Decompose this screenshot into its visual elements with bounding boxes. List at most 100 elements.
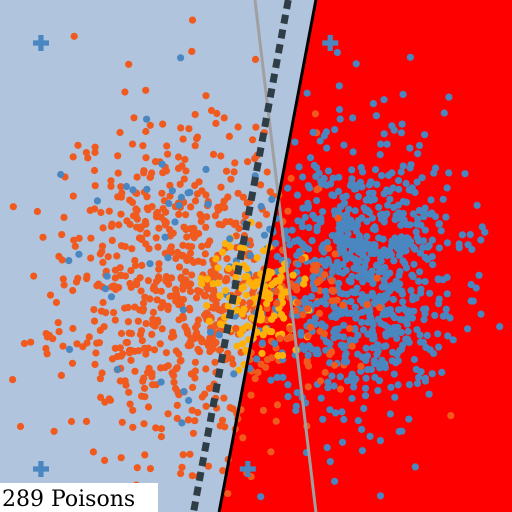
data-point-class_a <box>60 281 68 289</box>
data-point-class_a <box>140 344 149 352</box>
data-point-class_a <box>217 183 225 191</box>
data-point-class_b <box>348 175 356 183</box>
data-point-class_a <box>186 450 194 458</box>
data-point-class_b <box>406 144 414 152</box>
data-point-class_a <box>155 260 163 268</box>
data-point-class_b <box>328 268 336 276</box>
data-point-class_b <box>370 241 378 249</box>
data-point-class_b <box>375 377 384 385</box>
data-point-class_b <box>461 170 469 178</box>
data-point-class_b <box>313 227 321 235</box>
data-point-class_a <box>155 224 163 232</box>
data-point-class_b <box>337 202 345 211</box>
data-point-class_a <box>136 274 144 282</box>
data-point-poison <box>270 312 278 320</box>
data-point-class_a <box>49 335 57 343</box>
data-point-class_a <box>179 451 187 459</box>
data-point-class_b <box>358 318 366 326</box>
data-point-poison <box>239 325 247 333</box>
data-point-class_b <box>344 309 352 317</box>
data-point-class_a <box>91 182 99 190</box>
data-point-class_b <box>352 60 360 68</box>
data-point-class_a <box>179 282 187 290</box>
data-point-class_b <box>103 272 111 280</box>
data-point-class_a <box>161 363 169 372</box>
data-point-class_a <box>143 193 151 201</box>
data-point-class_a <box>158 189 166 197</box>
data-point-class_b <box>398 427 406 435</box>
data-point-class_a <box>220 197 228 205</box>
data-point-class_b <box>336 115 344 123</box>
data-point-class_a <box>198 242 206 250</box>
data-point-class_a <box>141 393 149 401</box>
data-point-class_b <box>359 251 367 259</box>
data-point-class_b <box>370 195 378 203</box>
data-point-class_b <box>390 203 398 212</box>
data-point-class_b <box>317 394 325 402</box>
data-point-class_a <box>212 119 220 127</box>
data-point-poison <box>239 340 247 348</box>
data-point-class_b <box>368 214 376 222</box>
data-point-poison <box>203 275 211 283</box>
data-point-class_a <box>189 429 197 437</box>
data-point-class_b <box>372 112 380 120</box>
data-point-class_a <box>69 324 77 333</box>
data-point-class_a <box>123 217 131 225</box>
data-point-class_b <box>364 366 372 374</box>
data-point-class_a <box>188 16 197 24</box>
data-point-class_a <box>75 234 83 242</box>
data-point-class_a <box>234 189 242 197</box>
data-point-class_b <box>350 289 358 297</box>
data-point-poison <box>278 266 286 274</box>
data-point-class_a <box>145 245 153 253</box>
data-point-class_a <box>204 241 212 249</box>
data-point-class_a <box>232 219 240 227</box>
data-point-class_a <box>133 206 141 214</box>
data-point-class_a <box>201 250 209 258</box>
data-point-class_a <box>276 335 284 343</box>
data-point-class_b <box>477 236 485 244</box>
data-point-class_b <box>318 320 326 328</box>
data-point-poison <box>277 273 285 281</box>
data-point-class_b <box>65 257 73 265</box>
data-point-class_a <box>232 324 240 332</box>
data-point-class_a <box>138 261 146 269</box>
data-point-poison <box>214 264 222 272</box>
data-point-class_a <box>143 229 151 237</box>
data-point-class_b <box>294 217 302 225</box>
data-point-class_b <box>177 193 185 201</box>
data-point-class_b <box>413 379 422 388</box>
data-point-class_b <box>377 140 385 148</box>
data-point-class_b <box>394 381 402 389</box>
data-point-class_a <box>127 356 135 364</box>
data-point-class_a <box>179 135 187 143</box>
data-point-class_a <box>133 281 141 289</box>
data-point-class_a <box>155 265 163 273</box>
data-point-class_a <box>207 106 216 115</box>
data-point-class_b <box>318 243 326 251</box>
data-point-class_a <box>71 242 79 250</box>
data-point-class_a <box>187 256 195 264</box>
data-point-class_b <box>371 166 380 174</box>
data-point-class_a <box>105 395 113 403</box>
data-point-class_a <box>316 276 324 284</box>
data-point-class_b <box>353 221 361 229</box>
data-point-class_a <box>211 212 219 220</box>
data-point-class_b <box>370 299 378 307</box>
data-point-class_b <box>427 196 435 204</box>
data-point-class_b <box>389 295 398 304</box>
data-point-class_a <box>73 340 81 348</box>
data-point-class_a <box>137 287 145 295</box>
data-point-class_b <box>309 211 317 219</box>
data-point-class_b <box>358 183 366 191</box>
data-point-class_a <box>140 420 148 428</box>
data-point-class_b <box>373 180 381 188</box>
data-point-class_a <box>131 367 139 375</box>
data-point-class_a <box>9 203 17 211</box>
data-point-class_a <box>82 417 91 425</box>
data-point-class_a <box>142 127 150 136</box>
data-point-class_b <box>360 268 368 276</box>
data-point-class_b <box>326 340 334 348</box>
data-point-class_a <box>266 188 274 196</box>
data-point-class_b <box>368 267 376 275</box>
